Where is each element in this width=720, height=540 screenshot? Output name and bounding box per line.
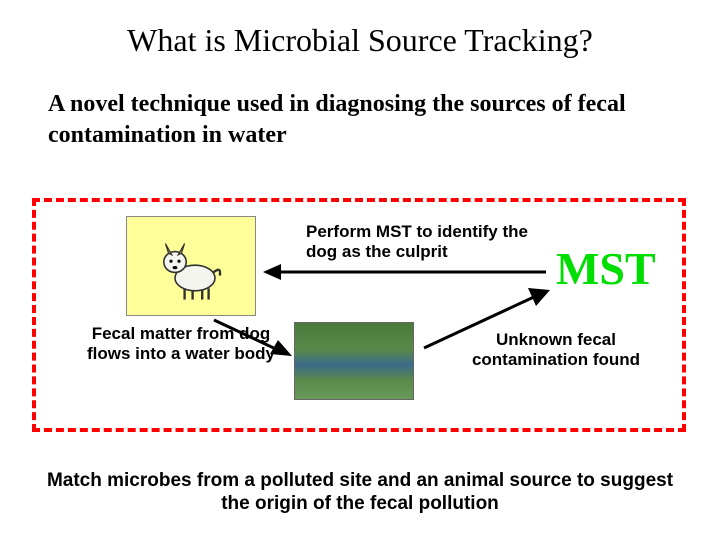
caption-perform: Perform MST to identify the dog as the c… — [306, 222, 536, 263]
dog-image — [126, 216, 256, 316]
caption-unknown: Unknown fecal contamination found — [456, 330, 656, 371]
diagram-container: MST Perform MST to identify the dog as t… — [32, 198, 686, 432]
subtitle: A novel technique used in diagnosing the… — [0, 59, 720, 169]
footer-text: Match microbes from a polluted site and … — [0, 469, 720, 517]
caption-fecal: Fecal matter from dog flows into a water… — [76, 324, 286, 365]
dog-icon — [151, 226, 231, 306]
mst-label: MST — [556, 242, 656, 295]
river-image — [294, 322, 414, 400]
page-title: What is Microbial Source Tracking? — [0, 0, 720, 59]
